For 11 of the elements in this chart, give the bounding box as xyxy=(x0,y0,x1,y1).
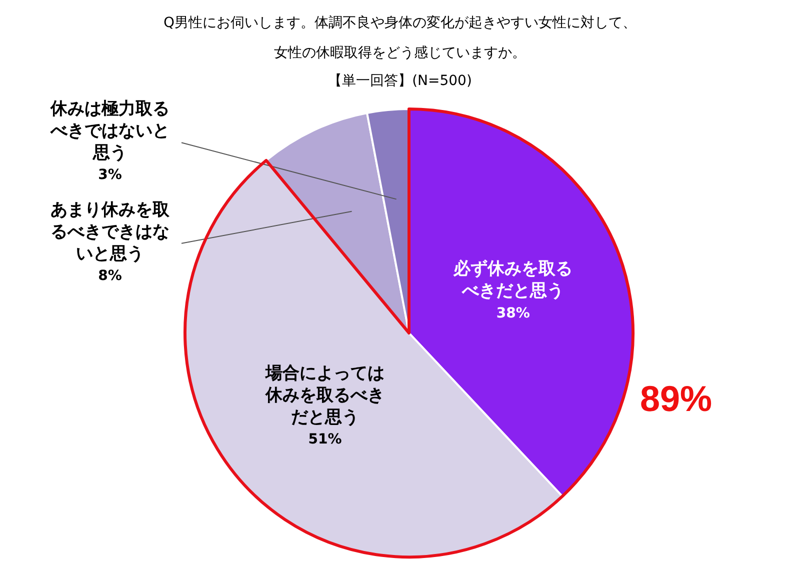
data-label: 8% xyxy=(98,268,122,284)
slice-label: 必ず休みを取るべきだと思う xyxy=(452,259,573,302)
chart-title: Q男性にお伺いします。体調不良や身体の変化が起きやすい女性に対して、女性の休暇取得をどう感じていますか。 xyxy=(162,14,638,63)
data-label: 51% xyxy=(308,432,342,448)
data-label: 3% xyxy=(98,167,122,184)
text: 89% xyxy=(640,378,712,420)
slice-label: あまり休みを取るべきできはないと思う xyxy=(50,200,170,264)
slice-label: 休みは極力取るべきではないと思う xyxy=(50,99,170,164)
slice-label: 場合によっては休みを取るべきだと思う xyxy=(264,363,384,428)
chart-subtitle: 【単一回答】(N=500) xyxy=(327,72,473,90)
data-label: 38% xyxy=(496,305,530,322)
